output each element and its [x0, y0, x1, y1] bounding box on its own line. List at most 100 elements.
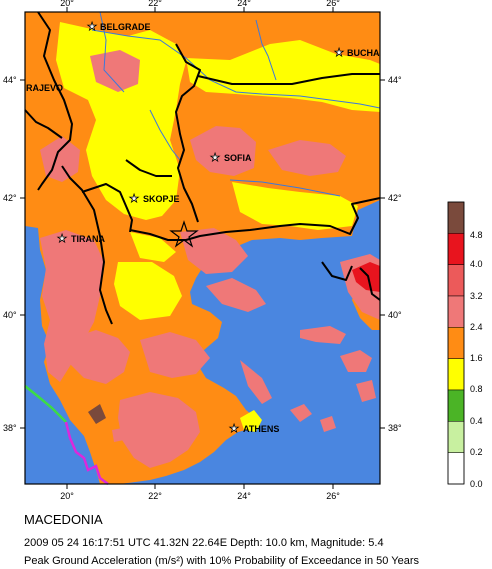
river-danube: [91, 29, 381, 109]
legend-cell: [447, 201, 465, 234]
river-north: [99, 11, 125, 93]
yellow-zone-bulgaria: [232, 182, 358, 230]
legend-tick-3.2: 3.2: [470, 291, 483, 301]
legend-tick-0.2: 0.2: [470, 447, 483, 457]
country-borders: [24, 11, 381, 325]
river-sava: [255, 19, 277, 81]
map-frame: 20° 22° 24° 26° 20° 22° 24° 26° 44° 42° …: [3, 0, 402, 501]
lat-tick-right-38: 38°: [388, 423, 402, 433]
border-turkey: [359, 267, 381, 301]
legend-cell: [447, 358, 465, 391]
border-serbia-west: [37, 11, 73, 191]
border-kosovo: [81, 183, 133, 233]
legend-border: [447, 201, 465, 485]
pink-zone-macedonia-strymon: [180, 228, 248, 274]
island-crete-like: [300, 326, 346, 344]
legend-cell: [447, 389, 465, 422]
legend-cell: [447, 452, 465, 485]
yellow-zone-thessaly: [114, 262, 182, 320]
legend-color-bar: [447, 201, 465, 485]
lat-tick-left-38: 38°: [3, 423, 17, 433]
city-tirana: ★ TIRANA: [57, 233, 106, 246]
lon-tick-bottom-26: 26°: [326, 491, 340, 501]
city-label-athens: ATHENS: [243, 424, 279, 434]
border-romania-bulgaria: [197, 73, 380, 85]
yellow-zone-attica: [240, 410, 262, 432]
river-morava: [149, 109, 181, 161]
lat-tick-right-40: 40°: [388, 310, 402, 320]
city-star-icon: ★: [57, 233, 67, 245]
island-euboea: [240, 360, 272, 404]
lat-tick-left-40: 40°: [3, 310, 17, 320]
lon-tick-bottom-22: 22°: [148, 491, 162, 501]
fault-magenta: [64, 421, 109, 485]
city-star-icon: ★: [87, 21, 97, 33]
city-label-sarajevo: RAJEVO: [26, 83, 63, 93]
border-bosnia: [24, 109, 63, 139]
city-belgrade: ★ BELGRADE: [87, 21, 151, 34]
island-cyclades-2: [320, 416, 336, 432]
legend-tick-0.4: 0.4: [470, 416, 483, 426]
lat-tick-left-42: 42°: [3, 193, 17, 203]
legend-cell: [447, 264, 465, 297]
legend-cell: [447, 233, 465, 265]
rivers: [91, 11, 381, 197]
city-label-tirana: TIRANA: [71, 234, 105, 244]
red-zone-marmara: [352, 262, 380, 292]
pink-zone-chalkidiki: [206, 278, 266, 312]
city-label-bucharest: BUCHA: [347, 48, 380, 58]
river-iskar: [229, 179, 341, 197]
pink-zone-north: [90, 50, 140, 92]
lat-tick-right-44: 44°: [388, 75, 402, 85]
legend-cell: [447, 327, 465, 359]
legend-tick-2.4: 2.4: [470, 322, 483, 332]
lon-tick-top-20: 20°: [60, 0, 74, 8]
fault-green: [24, 385, 67, 423]
city-sofia: ★ SOFIA: [210, 152, 252, 165]
map-title: MACEDONIA: [24, 512, 103, 527]
city-sarajevo: RAJEVO: [26, 83, 63, 93]
legend: 4.8 4.0 3.2 2.4 1.6 0.8 0.4 0.2 0.0: [447, 201, 483, 489]
city-label-belgrade: BELGRADE: [100, 22, 151, 32]
island-cyclades-1: [290, 404, 312, 422]
pink-zone-epirus: [66, 330, 130, 384]
border-albania: [61, 165, 113, 325]
yellow-zone-macedonia: [130, 232, 176, 262]
hazard-description: Peak Ground Acceleration (m/s²) with 10%…: [24, 555, 419, 567]
city-skopje: ★ SKOPJE: [129, 193, 180, 206]
lon-tick-top-24: 24°: [237, 0, 251, 8]
axis-ticks: [20, 7, 385, 489]
border-kosovo-east: [125, 159, 172, 177]
border-greece-turkey: [321, 261, 353, 281]
border-serbia-bulgaria: [175, 43, 201, 223]
pink-zone-bulgaria-west: [190, 126, 256, 176]
lon-tick-top-22: 22°: [148, 0, 162, 8]
pink-zone-albania: [40, 230, 104, 382]
lon-tick-bottom-24: 24°: [237, 491, 251, 501]
border-macedonia-south: [129, 197, 381, 241]
city-star-icon: ★: [229, 423, 239, 435]
map-border: [24, 11, 381, 485]
legend-tick-1.6: 1.6: [470, 353, 483, 363]
yellow-zone-serbia: [56, 22, 186, 220]
legend-cell: [447, 421, 465, 453]
yellow-zone-danube: [186, 40, 380, 112]
pink-zone-bulgaria-east: [268, 140, 346, 176]
legend-tick-0.0: 0.0: [470, 479, 483, 489]
city-label-sofia: SOFIA: [224, 153, 252, 163]
legend-tick-4.0: 4.0: [470, 259, 483, 269]
legend-tick-0.8: 0.8: [470, 384, 483, 394]
pink-zone-montenegro: [40, 136, 80, 182]
city-star-icon: ★: [334, 47, 344, 59]
lon-tick-bottom-20: 20°: [60, 491, 74, 501]
lat-tick-right-42: 42°: [388, 193, 402, 203]
pink-zone-central-greece: [140, 332, 210, 378]
city-bucharest: ★ BUCHA: [334, 47, 380, 60]
lat-tick-left-44: 44°: [3, 75, 17, 85]
fault-lines: [24, 385, 109, 485]
city-label-skopje: SKOPJE: [143, 194, 180, 204]
legend-cell: [447, 295, 465, 328]
epicenter-star-icon: [169, 220, 199, 248]
legend-tick-4.8: 4.8: [470, 230, 483, 240]
